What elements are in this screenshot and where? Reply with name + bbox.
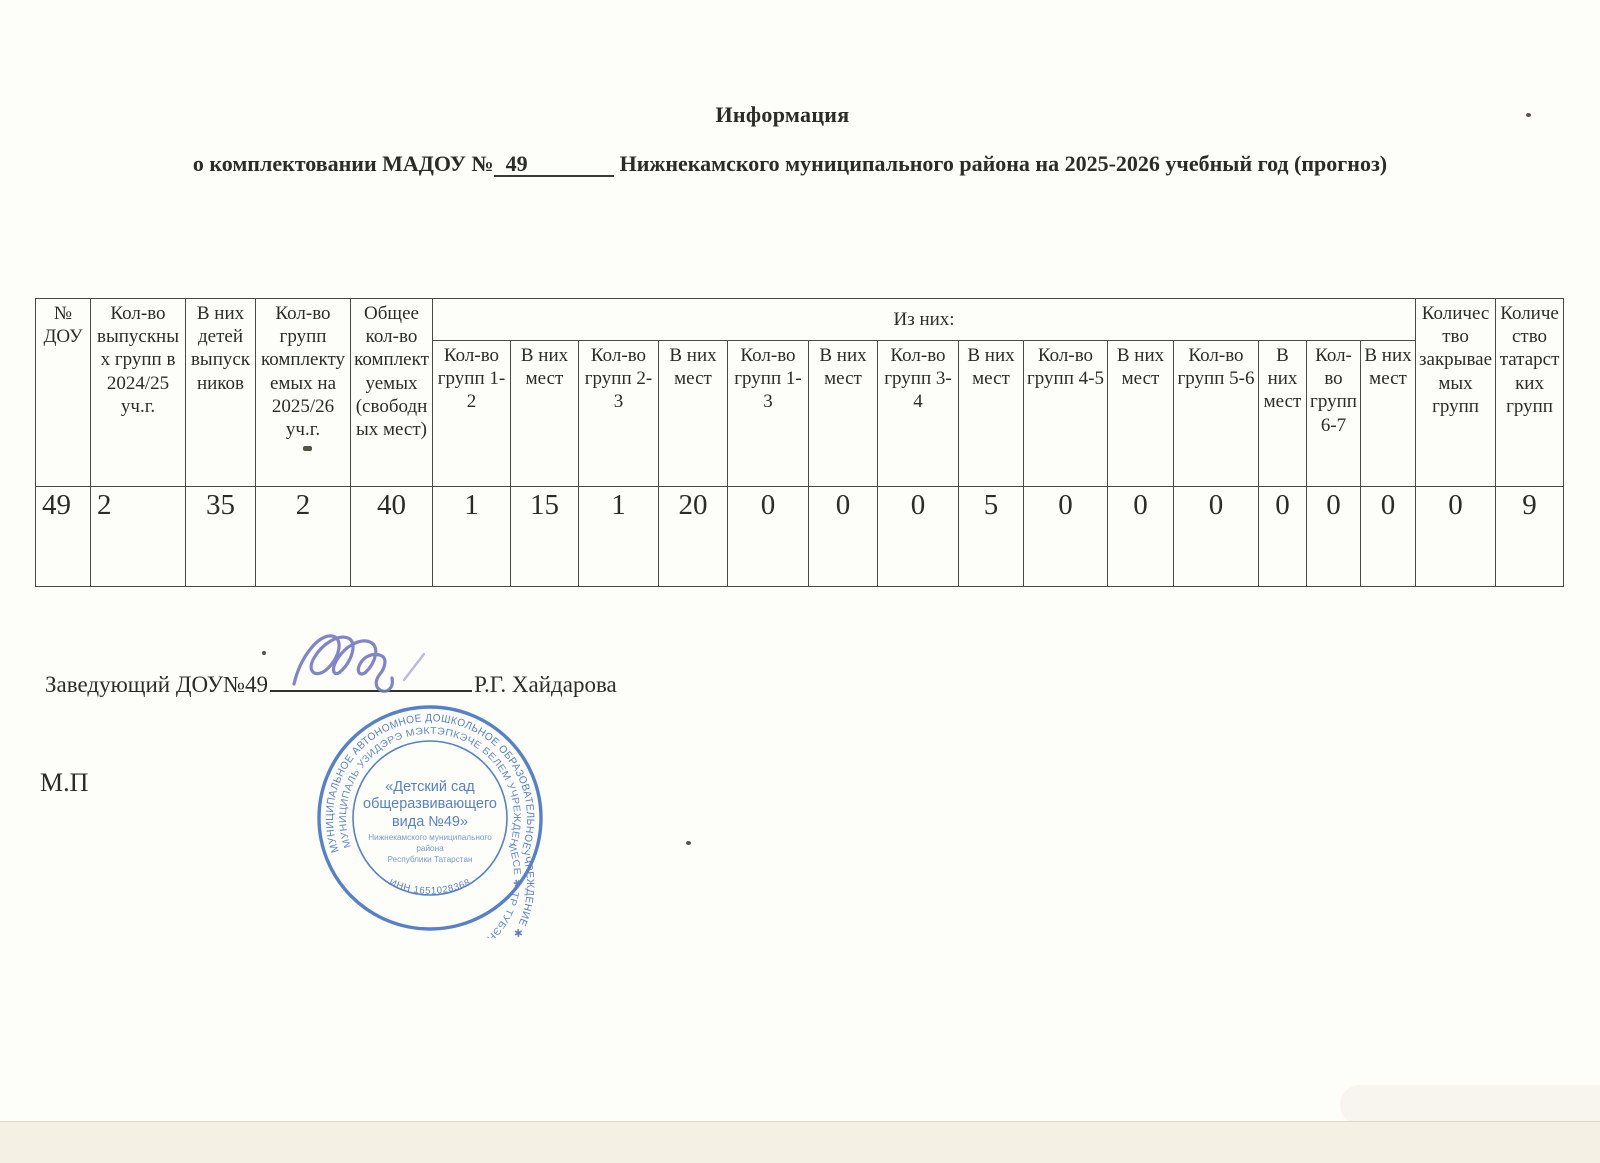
col-header-places-2-3: В них мест (658, 340, 728, 487)
cell-groups-3-4: 0 (877, 486, 959, 587)
cell-grad-groups: 2 (90, 486, 186, 587)
handwritten-signature (292, 634, 426, 693)
cell-places-1-3: 0 (808, 486, 878, 587)
round-stamp: МУНИЦИПАЛЬНОЕ АВТОНОМНОЕ ДОШКОЛЬНОЕ ОБРА… (317, 705, 543, 938)
col-header-places-1-3: В них мест (808, 340, 878, 487)
col-header-places-4-5: В них мест (1107, 340, 1174, 487)
col-header-dou: № ДОУ (35, 298, 91, 487)
col-header-groups-5-6: Кол-во групп 5-6 (1173, 340, 1259, 487)
cell-places-1-2: 15 (510, 486, 579, 587)
subtitle-pre: о комплектовании МАДОУ № (192, 151, 494, 176)
cell-groups-6-7: 0 (1306, 486, 1361, 587)
subtitle-post: Нижнекамского муниципального района на 2… (619, 151, 1388, 176)
stamp-outer-circle (317, 705, 543, 931)
group-header-iz-nih: Из них: (431, 298, 1417, 341)
col-header-grad-groups: Кол-во выпускных групп в 2024/25 уч.г. (90, 298, 186, 487)
stamp-inn-text: ИНН 1651028368 (387, 877, 471, 897)
cell-places-5-6: 0 (1258, 486, 1307, 587)
signature-line (270, 634, 473, 693)
col-header-groups-3-4: Кол-во групп 3-4 (877, 340, 959, 487)
col-header-groups-6-7: Кол-во групп 6-7 (1306, 340, 1361, 487)
col-header-places-3-4: В них мест (958, 340, 1024, 487)
cell-places-4-5: 0 (1107, 486, 1174, 587)
cell-groups-2-3: 1 (578, 486, 659, 587)
stamp-center-line2: общеразвивающего (363, 796, 497, 812)
col-header-groups-4-5: Кол-во групп 4-5 (1023, 340, 1108, 487)
staffing-table: № ДОУ Кол-во выпускных групп в 2024/25 у… (35, 298, 1565, 587)
col-header-grad-children: В них детей выпускников (185, 298, 256, 487)
svg-text:ИНН 1651028368: ИНН 1651028368 (387, 877, 472, 897)
stamp-center-line3: вида №49» (392, 814, 468, 830)
col-header-places-1-2: В них мест (510, 340, 579, 487)
signature-label: Заведующий ДОУ№49 (45, 672, 269, 697)
cell-total-places: 40 (350, 486, 433, 587)
cell-groups-1-2: 1 (432, 486, 511, 587)
page-title: Информация (715, 102, 850, 127)
cell-tatar-groups: 9 (1495, 486, 1565, 587)
signature-name: Р.Г. Хайдарова (474, 672, 617, 697)
stamp-inner-circle (352, 740, 508, 896)
col-header-places-6-7: В них мест (1359, 340, 1417, 487)
cell-groups-1-3: 0 (727, 486, 809, 587)
doc-number: 49 (505, 151, 528, 176)
stamp-ring-inner-text: МУНИЦИПАЛЬ УЗИДЭРЭ МЭКТЭПКЭЧЕ БЕЛЕМ УЧРЕ… (338, 726, 522, 938)
doc-number-line: 49 (493, 151, 614, 177)
stamp-place-label: М.П (40, 768, 89, 797)
stamp-center-line6: Республики Татарстан (387, 855, 472, 864)
stamp-center-line4: Нижнекамского муниципального (368, 833, 492, 842)
cell-grad-children: 35 (185, 486, 256, 587)
stamp-center-line5: района (416, 844, 444, 853)
col-header-groups-1-3: Кол-во групп 1-3 (727, 340, 809, 487)
table-row: 49 2 35 2 40 1 15 1 20 0 0 0 5 0 0 0 0 0… (35, 486, 1565, 587)
doc-subtitle: о комплектовании МАДОУ № 49 Нижнекамского … (0, 151, 1580, 177)
scan-blotch (1340, 1085, 1600, 1125)
cell-places-2-3: 20 (658, 486, 728, 587)
cell-dou: 49 (35, 486, 91, 587)
col-header-groups-2-3: Кол-во групп 2-3 (578, 340, 659, 487)
col-header-places-5-6: В них мест (1258, 340, 1307, 487)
col-header-groups-1-2: Кол-во групп 1-2 (432, 340, 511, 487)
cell-staffed-groups: 2 (255, 486, 351, 587)
scan-edge-strip (0, 1121, 1600, 1163)
col-header-staffed-groups: Кол-во групп комплектуемых на 2025/26 уч… (255, 298, 351, 487)
scan-speck (303, 446, 312, 451)
svg-text:МУНИЦИПАЛЬ УЗИДЭРЭ МЭКТЭПКЭЧЕ: МУНИЦИПАЛЬ УЗИДЭРЭ МЭКТЭПКЭЧЕ БЕЛЕМ УЧРЕ… (338, 726, 522, 938)
cell-groups-4-5: 0 (1023, 486, 1108, 587)
cell-groups-5-6: 0 (1173, 486, 1259, 587)
scan-speck (262, 651, 266, 655)
col-header-closing-groups: Количество закрываемых групп (1415, 298, 1497, 487)
stamp-center-line1: «Детский сад (385, 779, 475, 795)
signature-row: Заведующий ДОУ№49 Р.Г. Хайдарова (45, 634, 617, 698)
cell-places-6-7: 0 (1359, 486, 1417, 587)
scan-speck (1526, 113, 1531, 117)
scan-speck (686, 841, 691, 845)
cell-places-3-4: 5 (958, 486, 1024, 587)
col-header-total-places: Общее кол-во комплектуемых (свободных ме… (350, 298, 433, 487)
col-header-tatar-groups: Количество татарстких групп (1495, 298, 1565, 487)
cell-closing-groups: 0 (1415, 486, 1497, 587)
